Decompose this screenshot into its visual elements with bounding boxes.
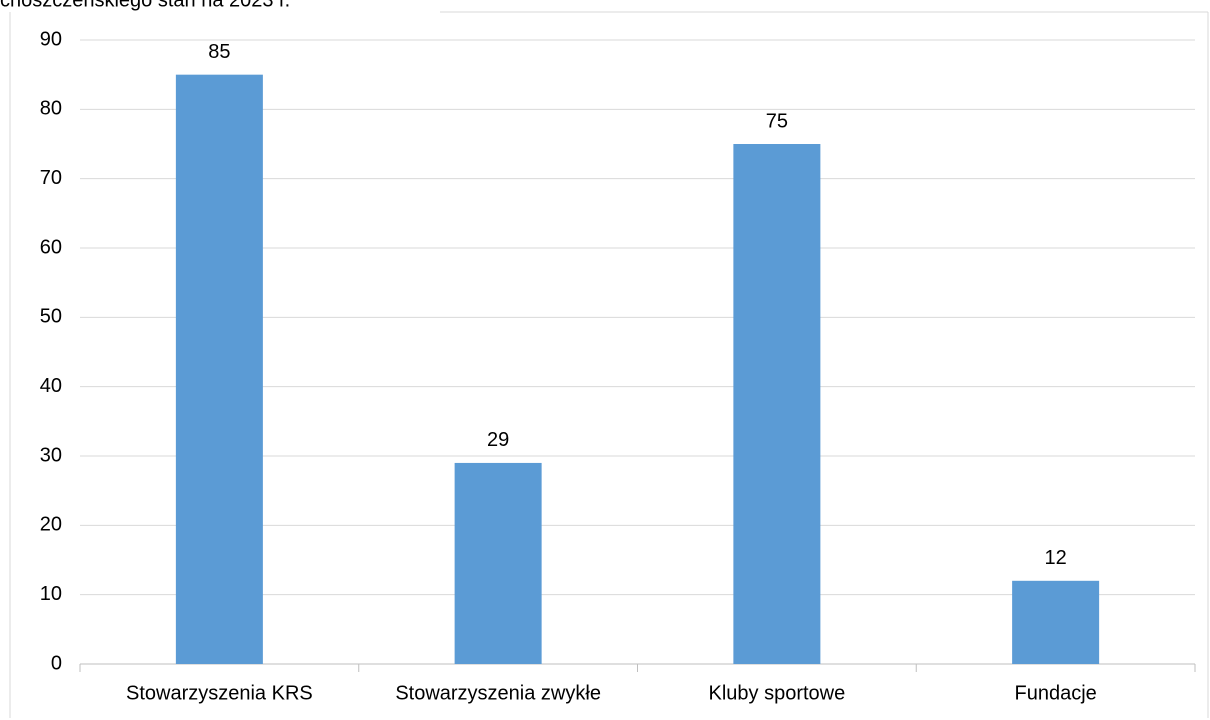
bar bbox=[175, 74, 263, 664]
x-tick-label: Kluby sportowe bbox=[709, 682, 846, 704]
bar bbox=[1012, 580, 1100, 664]
bar bbox=[733, 144, 821, 664]
y-tick-label: 80 bbox=[40, 98, 62, 120]
y-tick-label: 50 bbox=[40, 306, 62, 328]
y-tick-label: 70 bbox=[40, 167, 62, 189]
bar bbox=[454, 462, 542, 664]
x-tick-label: Stowarzyszenia KRS bbox=[126, 682, 313, 704]
data-label: 85 bbox=[208, 41, 230, 63]
data-label: 75 bbox=[766, 110, 788, 132]
x-tick-label: Stowarzyszenia zwykłe bbox=[395, 682, 601, 704]
chart-title: choszczeńskiego stan na 2023 r. bbox=[0, 0, 290, 11]
y-tick-label: 60 bbox=[40, 236, 62, 258]
data-label: 12 bbox=[1045, 547, 1067, 569]
y-tick-label: 0 bbox=[51, 652, 62, 674]
y-tick-label: 90 bbox=[40, 28, 62, 50]
y-tick-label: 10 bbox=[40, 583, 62, 605]
y-tick-label: 30 bbox=[40, 444, 62, 466]
x-tick-label: Fundacje bbox=[1014, 682, 1096, 704]
y-tick-label: 40 bbox=[40, 375, 62, 397]
y-tick-label: 20 bbox=[40, 514, 62, 536]
data-label: 29 bbox=[487, 429, 509, 451]
